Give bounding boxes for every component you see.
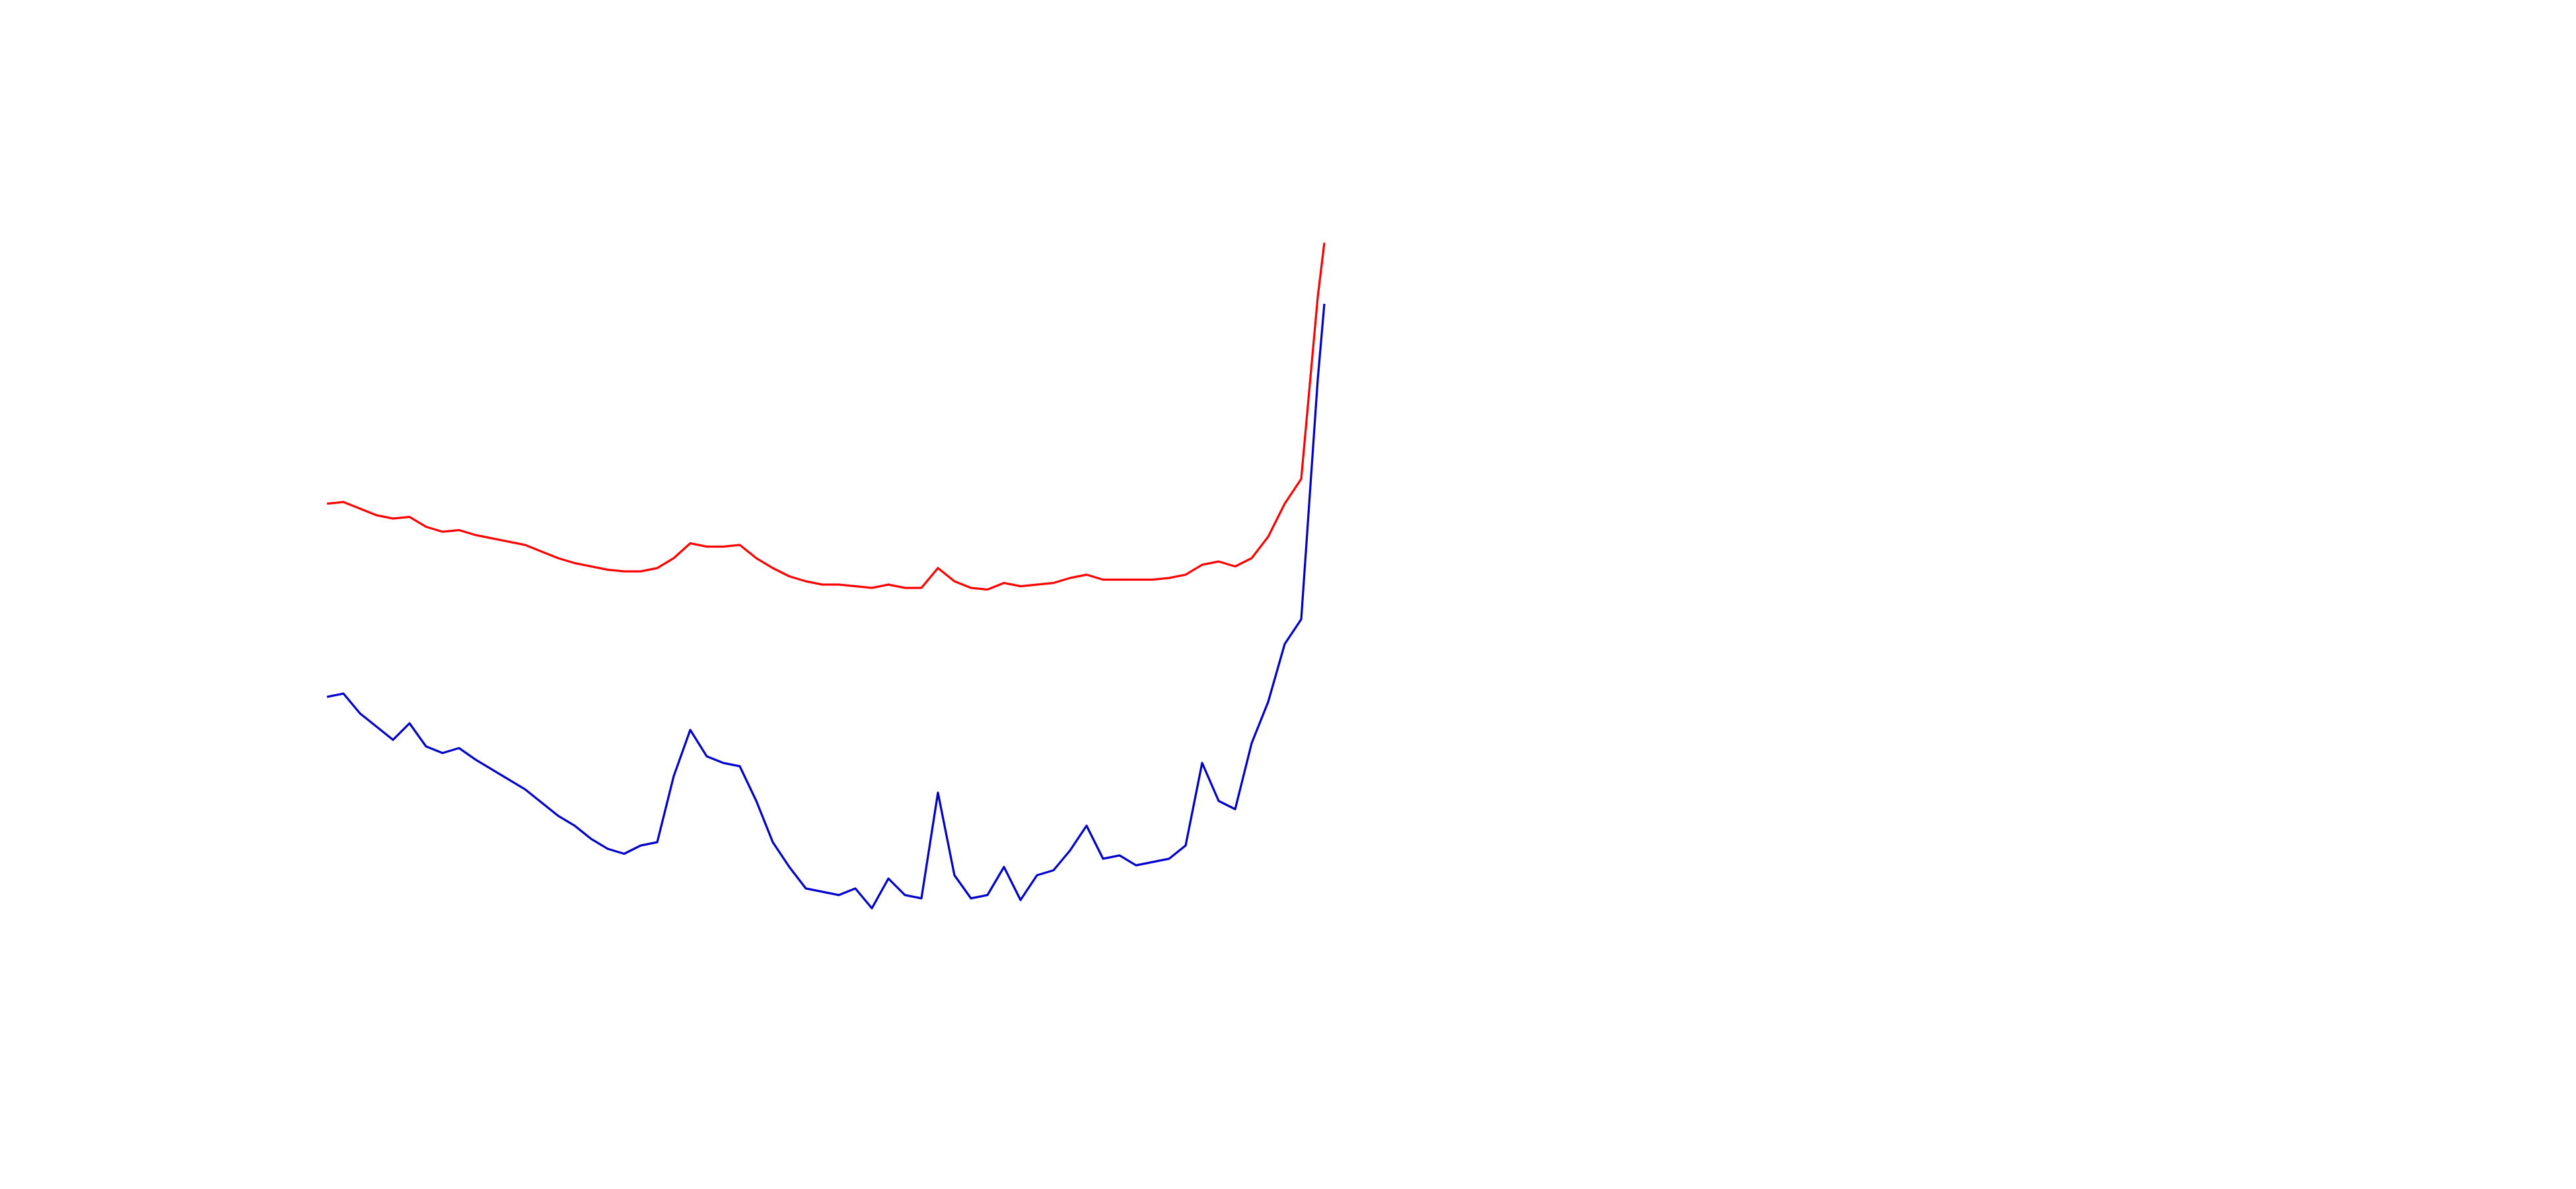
line-series [326, 303, 1326, 910]
line-series [326, 242, 1326, 591]
